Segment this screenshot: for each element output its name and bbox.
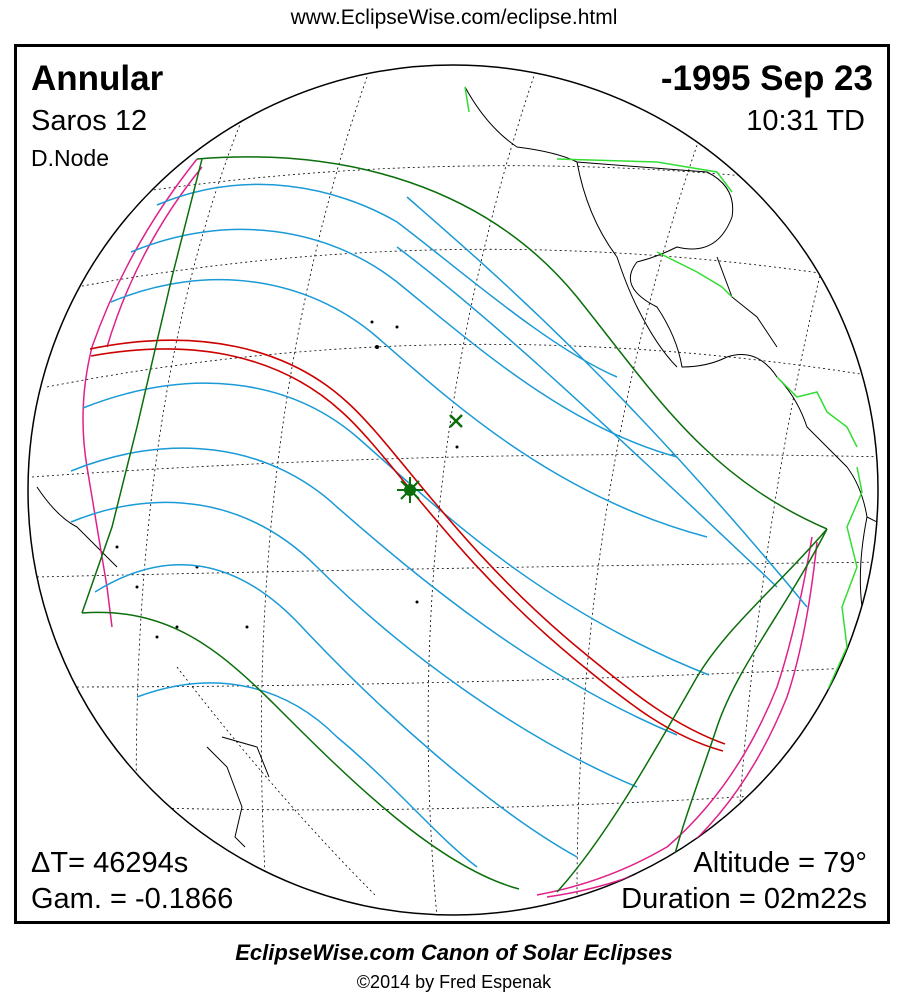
greatest-eclipse-star-icon [397, 477, 423, 503]
gamma: Gam. = -0.1866 [31, 883, 234, 915]
source-url: www.EclipseWise.com/eclipse.html [290, 6, 618, 29]
sub-solar-point-x-icon [449, 414, 463, 428]
footer-title: EclipseWise.com Canon of Solar Eclipses [235, 940, 673, 965]
globe-outline [27, 64, 879, 916]
eclipse-date: -1995 Sep 23 [660, 59, 873, 98]
eclipse-time: 10:31 TD [746, 105, 865, 137]
node: D.Node [31, 145, 109, 171]
delta-t: ΔT= 46294s [31, 847, 189, 879]
rise-set-curves [82, 158, 818, 898]
eclipse-map-frame: Annular -1995 Sep 23 Saros 12 10:31 TD D… [14, 44, 890, 924]
graticule [31, 66, 878, 915]
footer-copyright: ©2014 by Fred Espenak [356, 972, 552, 992]
partial-limit-lines [70, 183, 808, 868]
altitude: Altitude = 79° [693, 847, 867, 879]
islands [115, 320, 459, 639]
duration: Duration = 02m22s [621, 883, 867, 915]
eclipse-type: Annular [31, 59, 164, 98]
saros-number: Saros 12 [31, 105, 148, 137]
eclipse-boundaries [81, 156, 828, 893]
globe-map [27, 64, 879, 916]
